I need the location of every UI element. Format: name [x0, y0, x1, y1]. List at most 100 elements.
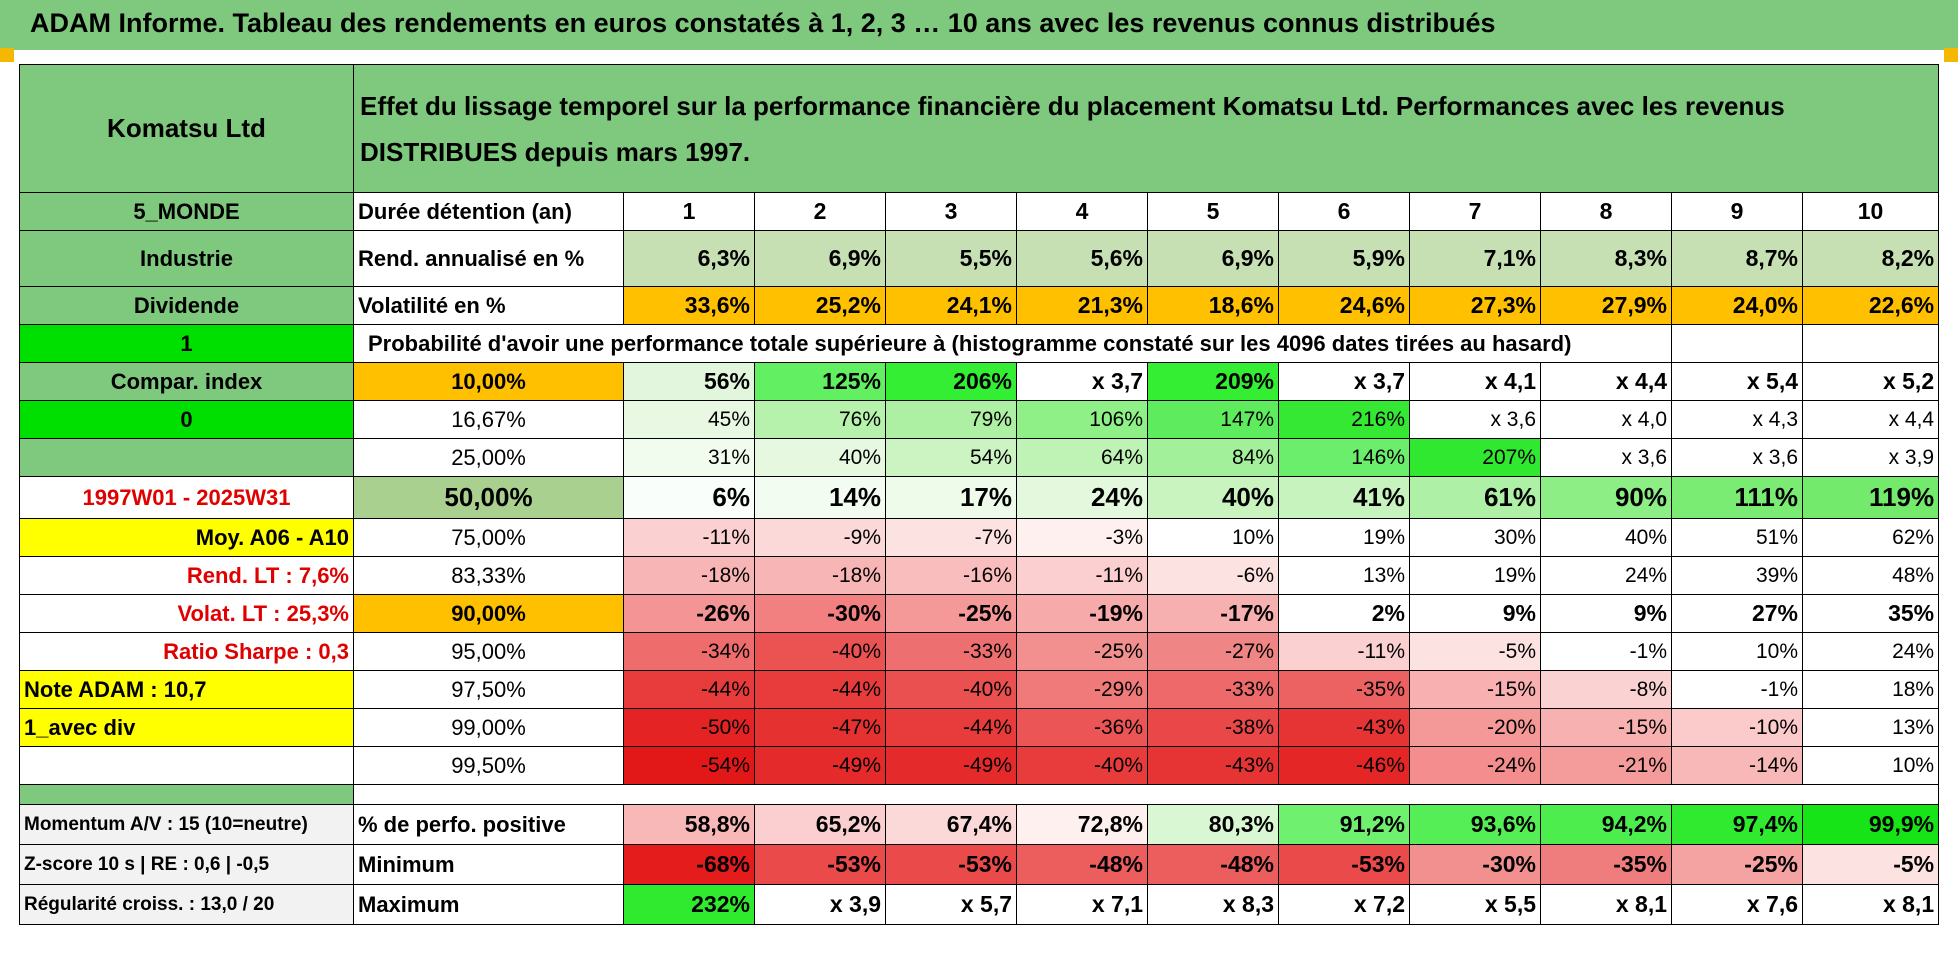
value-cell: x 5,7 [885, 884, 1017, 925]
value-cell: -44% [623, 670, 755, 709]
side-label: Compar. index [19, 362, 354, 401]
row-label: 97,50% [353, 670, 624, 709]
value-cell: -44% [885, 708, 1017, 747]
value-cell: -18% [754, 556, 886, 595]
value-cell: 99,9% [1801, 804, 1940, 845]
value-cell: -38% [1147, 708, 1279, 747]
side-label: Régularité croiss. : 13,0 / 20 [19, 884, 354, 925]
value-cell: -1% [1540, 632, 1672, 671]
value-cell: 79% [885, 400, 1017, 439]
value-cell: x 3,6 [1671, 438, 1803, 477]
value-cell: -30% [1409, 844, 1541, 885]
value-cell: 4 [1016, 192, 1148, 231]
value-cell: 62% [1801, 518, 1940, 557]
row-label: Durée détention (an) [353, 192, 624, 231]
value-cell: x 3,7 [1016, 362, 1148, 401]
spacer-row [19, 784, 1940, 805]
row-label: 16,67% [353, 400, 624, 439]
row-p975: Note ADAM : 10,7 97,50% -44% -44% -40% -29% -3… [19, 670, 1940, 709]
value-cell: -27% [1147, 632, 1279, 671]
value-cell: -54% [623, 746, 755, 785]
value-cell: 10% [1147, 518, 1279, 557]
empty-cell [1671, 324, 1803, 363]
side-label: Z-score 10 s | RE : 0,6 | -0,5 [19, 844, 354, 885]
row-label: 10,00% [353, 362, 624, 401]
value-cell: -14% [1671, 746, 1803, 785]
value-cell: -10% [1671, 708, 1803, 747]
side-label: 1997W01 - 2025W31 [19, 476, 354, 519]
value-cell: 9 [1671, 192, 1803, 231]
value-cell: 2% [1278, 594, 1410, 633]
value-cell: 94,2% [1540, 804, 1672, 845]
value-cell: -43% [1278, 708, 1410, 747]
value-cell: -25% [885, 594, 1017, 633]
row-p16: 0 16,67% 45% 76% 79% 106% 147% 216% x 3,6 x 4,0 x … [19, 400, 1940, 439]
value-cell: 72,8% [1016, 804, 1148, 845]
value-cell: -15% [1540, 708, 1672, 747]
row-label: Minimum [353, 844, 624, 885]
value-cell: -25% [1671, 844, 1803, 885]
value-cell: -19% [1016, 594, 1148, 633]
value-cell: -24% [1409, 746, 1541, 785]
value-cell: 48% [1801, 556, 1940, 595]
value-cell: 207% [1409, 438, 1541, 477]
side-label: Rend. LT : 7,6% [19, 556, 354, 595]
row-label: 83,33% [353, 556, 624, 595]
title-bar: ADAM Informe. Tableau des rendements en … [0, 0, 1958, 50]
row-pos: Momentum A/V : 15 (10=neutre)% de perfo.… [19, 804, 1940, 845]
row-p995: 99,50% -54% -49% -49% -40% -43% -46% -24% -21% -1… [19, 746, 1940, 785]
side-label: Momentum A/V : 15 (10=neutre) [19, 804, 354, 845]
value-cell: 45% [623, 400, 755, 439]
row-label: 99,00% [353, 708, 624, 747]
value-cell: x 5,5 [1409, 884, 1541, 925]
value-cell: 67,4% [885, 804, 1017, 845]
value-cell: -48% [1147, 844, 1279, 885]
value-cell: -44% [754, 670, 886, 709]
row-label: 50,00% [353, 476, 624, 519]
value-cell: 6,9% [754, 230, 886, 287]
value-cell: 24,6% [1278, 286, 1410, 325]
corner-marker [1944, 48, 1958, 62]
value-cell: 54% [885, 438, 1017, 477]
report-title: ADAM Informe. Tableau des rendements en … [30, 8, 1496, 38]
value-cell: 93,6% [1409, 804, 1541, 845]
value-cell: x 8,3 [1147, 884, 1279, 925]
value-cell: -20% [1409, 708, 1541, 747]
probability-caption: Probabilité d'avoir une performance tota… [353, 324, 1672, 363]
value-cell: x 4,4 [1801, 400, 1940, 439]
value-cell: x 4,3 [1671, 400, 1803, 439]
value-cell: 125% [754, 362, 886, 401]
value-cell: x 3,6 [1540, 438, 1672, 477]
value-cell: -9% [754, 518, 886, 557]
side-label: Volat. LT : 25,3% [19, 594, 354, 633]
row-proba: 1 Probabilité d'avoir une performance tot… [19, 324, 1940, 363]
row-p50: 1997W01 - 2025W31 50,00% 6% 14% 17% 24% 40% 41%… [19, 476, 1940, 519]
value-cell: -40% [885, 670, 1017, 709]
performance-table: Komatsu Ltd Effet du lissage temporel sur… [19, 64, 1940, 925]
row-label: 25,00% [353, 438, 624, 477]
value-cell: 25,2% [754, 286, 886, 325]
value-cell: 21,3% [1016, 286, 1148, 325]
value-cell: -3% [1016, 518, 1148, 557]
row-label: 95,00% [353, 632, 624, 671]
row-rend: Industrie Rend. annualisé en % 6,3% 6,9% 5,5… [19, 230, 1940, 287]
value-cell: 90% [1540, 476, 1672, 519]
row-label: 99,50% [353, 746, 624, 785]
value-cell: 18,6% [1147, 286, 1279, 325]
value-cell: 97,4% [1671, 804, 1803, 845]
value-cell: -15% [1409, 670, 1541, 709]
value-cell: -11% [1278, 632, 1410, 671]
row-p75: Moy. A06 - A10 75,00% -11% -9% -7% -3% 10% 19% 3… [19, 518, 1940, 557]
value-cell: 51% [1671, 518, 1803, 557]
value-cell: 80,3% [1147, 804, 1279, 845]
row-p99: 1_avec div 99,00% -50% -47% -44% -36% -38% -43%… [19, 708, 1940, 747]
value-cell: 18% [1801, 670, 1940, 709]
value-cell: x 3,9 [1801, 438, 1940, 477]
side-label: Ratio Sharpe : 0,3 [19, 632, 354, 671]
header-row: Komatsu Ltd Effet du lissage temporel sur… [19, 64, 1940, 193]
value-cell: -16% [885, 556, 1017, 595]
row-label: Rend. annualisé en % [353, 230, 624, 287]
value-cell: -26% [623, 594, 755, 633]
value-cell: -53% [1278, 844, 1410, 885]
